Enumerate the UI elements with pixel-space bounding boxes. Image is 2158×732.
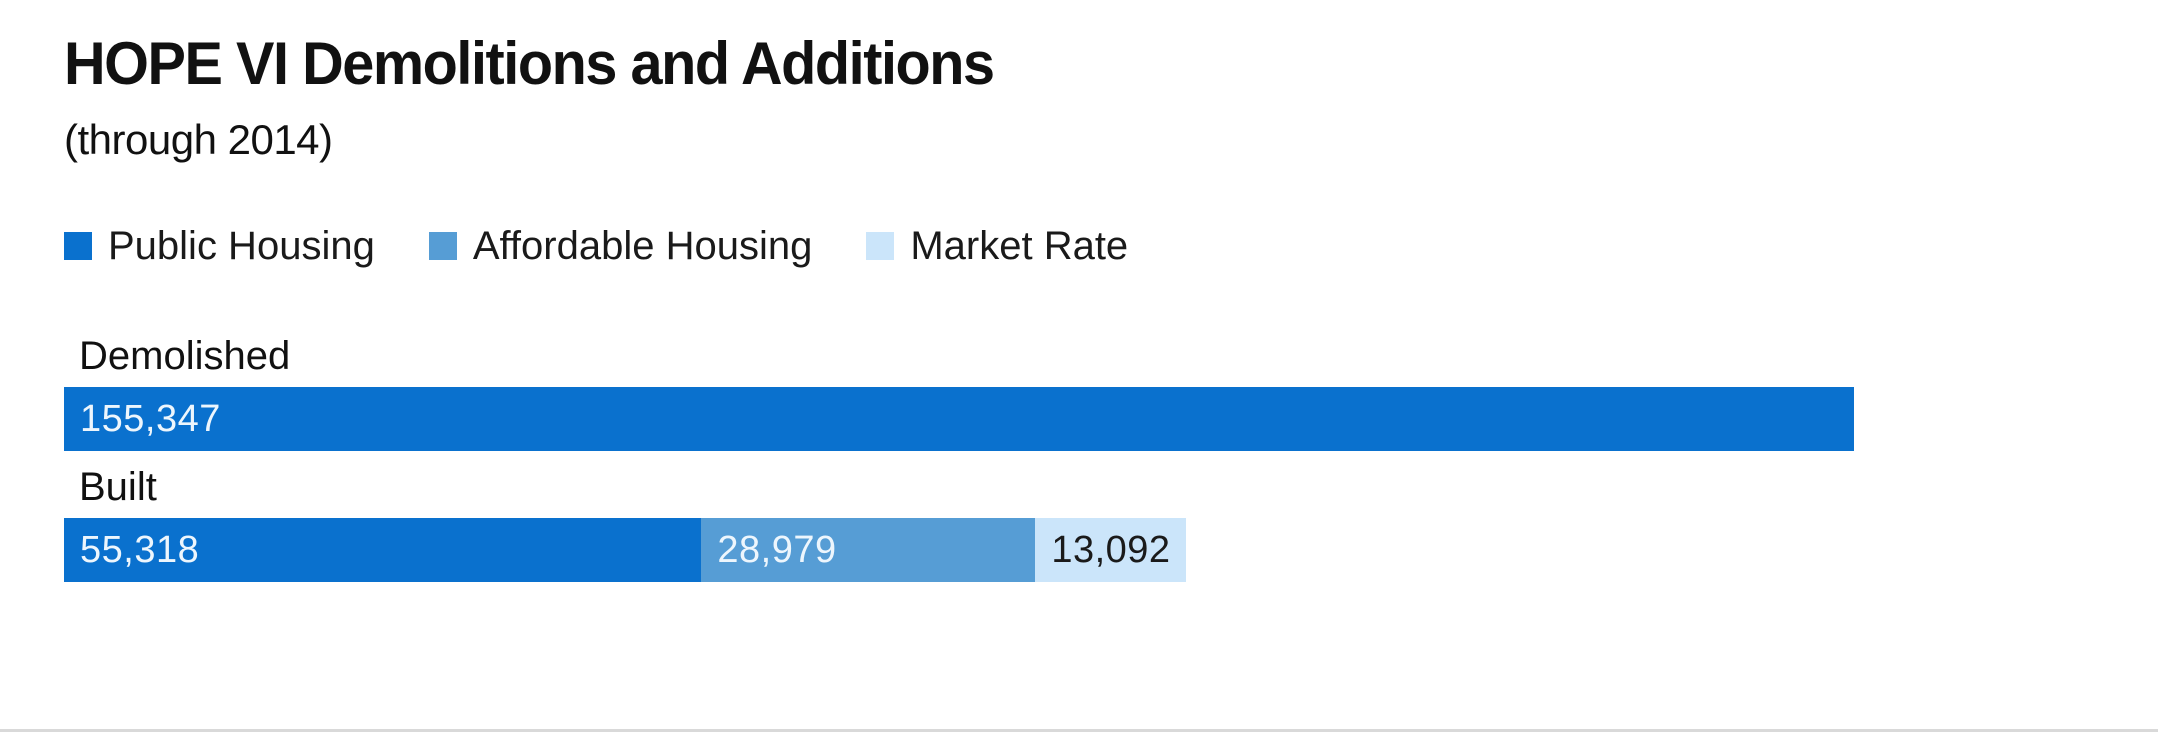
bar-row-built: Built 55,318 28,979 13,092 xyxy=(64,465,1854,582)
bar-demolished: 155,347 xyxy=(64,387,1854,451)
bar-row-label-built: Built xyxy=(79,465,157,509)
bar-segment-public-housing: 155,347 xyxy=(64,387,1854,451)
bar-value-label: 155,347 xyxy=(80,397,221,440)
bar-segment-affordable-housing: 28,979 xyxy=(701,518,1036,582)
chart-title: HOPE VI Demolitions and Additions xyxy=(64,30,995,97)
legend-item-affordable-housing: Affordable Housing xyxy=(428,224,813,268)
bar-value-label: 28,979 xyxy=(717,528,837,571)
legend-swatch-market-rate xyxy=(866,232,895,260)
legend-item-market-rate: Market Rate xyxy=(866,224,1128,268)
legend-swatch-public-housing xyxy=(64,232,92,260)
bar-chart: Demolished 155,347 Built 55,318 28,979 1… xyxy=(64,334,1854,582)
bar-value-label: 13,092 xyxy=(1051,528,1171,571)
bar-built: 55,318 28,979 13,092 xyxy=(64,518,1854,582)
bar-segment-market-rate: 13,092 xyxy=(1035,518,1187,582)
legend-item-public-housing: Public Housing xyxy=(64,224,375,268)
legend-swatch-affordable-housing xyxy=(428,232,457,260)
legend-label-affordable-housing: Affordable Housing xyxy=(472,224,813,268)
bar-row-label-demolished: Demolished xyxy=(79,334,291,378)
legend-label-market-rate: Market Rate xyxy=(910,224,1129,268)
legend: Public Housing Affordable Housing Market… xyxy=(64,224,2158,268)
legend-label-public-housing: Public Housing xyxy=(108,224,375,268)
chart-figure: HOPE VI Demolitions and Additions (throu… xyxy=(64,30,2158,582)
chart-subtitle: (through 2014) xyxy=(64,116,333,163)
bar-segment-public-housing: 55,318 xyxy=(64,518,702,582)
screenshot-bottom-edge xyxy=(0,729,2158,732)
bar-value-label: 55,318 xyxy=(80,528,200,571)
bar-row-demolished: Demolished 155,347 xyxy=(64,334,1854,451)
